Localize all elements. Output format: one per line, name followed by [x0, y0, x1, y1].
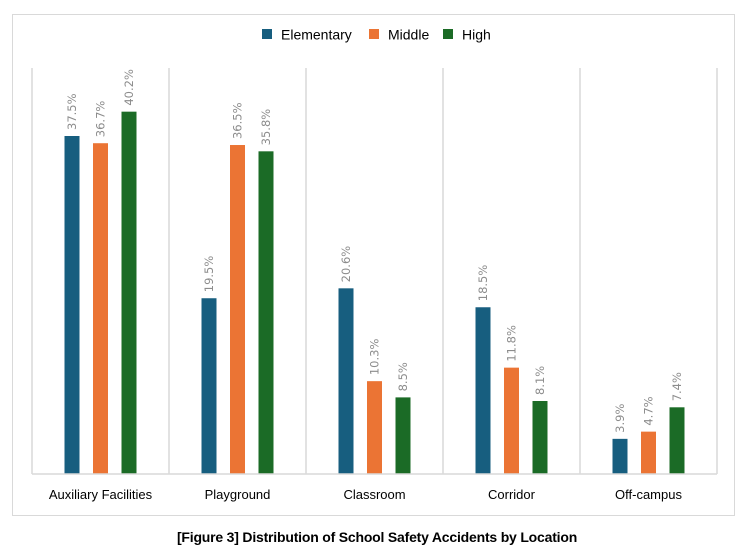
category-label-corridor: Corridor [488, 487, 536, 502]
bar-elementary-classroom [338, 288, 354, 474]
legend-item-high: High [443, 27, 491, 43]
legend-item-elementary: Elementary [262, 27, 352, 43]
bar-middle-classroom [367, 381, 382, 474]
value-label-high-auxiliary-facilities: 40.2% [122, 69, 136, 106]
value-label-high-corridor: 8.1% [533, 366, 547, 395]
value-label-middle-auxiliary-facilities: 36.7% [94, 101, 108, 138]
legend: Elementary Middle High [262, 27, 491, 43]
legend-label: Middle [388, 27, 429, 43]
value-label-middle-off-campus: 4.7% [642, 396, 656, 425]
category-label-playground: Playground [205, 487, 271, 502]
legend-swatch [369, 29, 379, 39]
value-labels: 37.5% 36.7% 40.2% 19.5% 36.5% 35.8% 20.6% 10.3%… [65, 69, 684, 433]
bar-high-corridor [532, 400, 548, 474]
bar-chart: Elementary Middle High 37.5% 36.7% 40.2% 19.5… [31, 27, 718, 502]
bar-elementary-corridor [475, 307, 491, 474]
category-separators [31, 68, 718, 474]
bar-middle-off-campus [641, 431, 656, 474]
value-label-middle-playground: 36.5% [231, 102, 245, 139]
bar-middle-corridor [504, 367, 519, 474]
category-label-off-campus: Off-campus [615, 487, 682, 502]
category-label-auxiliary-facilities: Auxiliary Facilities [49, 487, 153, 502]
value-label-elementary-playground: 19.5% [202, 256, 216, 293]
bars [64, 111, 685, 474]
bar-middle-playground [230, 145, 245, 474]
bar-elementary-off-campus [612, 438, 628, 474]
bar-high-playground [258, 151, 274, 474]
legend-item-middle: Middle [369, 27, 429, 43]
legend-swatch [262, 29, 272, 39]
value-label-high-off-campus: 7.4% [670, 372, 684, 401]
bar-high-auxiliary-facilities [121, 111, 137, 474]
bar-elementary-auxiliary-facilities [64, 136, 80, 474]
value-label-middle-classroom: 10.3% [368, 339, 382, 376]
bar-elementary-playground [201, 298, 217, 474]
bar-high-off-campus [669, 407, 685, 474]
value-label-elementary-off-campus: 3.9% [613, 404, 627, 433]
category-label-classroom: Classroom [343, 487, 405, 502]
value-label-elementary-corridor: 18.5% [476, 265, 490, 302]
value-label-high-playground: 35.8% [259, 109, 273, 146]
legend-swatch [443, 29, 453, 39]
legend-label: Elementary [281, 27, 352, 43]
bar-middle-auxiliary-facilities [93, 143, 108, 474]
figure-caption: [Figure 3] Distribution of School Safety… [176, 529, 578, 545]
value-label-high-classroom: 8.5% [396, 362, 410, 391]
value-label-middle-corridor: 11.8% [505, 325, 519, 362]
legend-label: High [462, 27, 491, 43]
value-label-elementary-auxiliary-facilities: 37.5% [65, 93, 79, 130]
category-labels: Auxiliary Facilities Playground Classroom C… [49, 487, 683, 502]
value-label-elementary-classroom: 20.6% [339, 246, 353, 283]
bar-high-classroom [395, 397, 411, 474]
